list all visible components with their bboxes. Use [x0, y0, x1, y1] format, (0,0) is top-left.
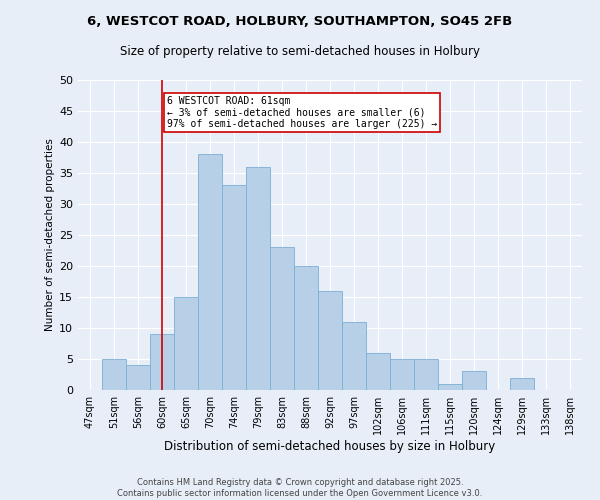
Bar	[270, 248, 294, 390]
Text: 6 WESTCOT ROAD: 61sqm
← 3% of semi-detached houses are smaller (6)
97% of semi-d: 6 WESTCOT ROAD: 61sqm ← 3% of semi-detac…	[167, 96, 437, 128]
Bar	[414, 359, 438, 390]
Y-axis label: Number of semi-detached properties: Number of semi-detached properties	[45, 138, 55, 332]
Bar	[438, 384, 462, 390]
Bar	[150, 334, 174, 390]
Bar	[342, 322, 366, 390]
Bar	[198, 154, 222, 390]
Bar	[510, 378, 534, 390]
Bar	[222, 186, 246, 390]
Bar	[390, 359, 414, 390]
Bar	[366, 353, 390, 390]
Bar	[174, 297, 198, 390]
X-axis label: Distribution of semi-detached houses by size in Holbury: Distribution of semi-detached houses by …	[164, 440, 496, 452]
Bar	[294, 266, 318, 390]
Bar	[126, 365, 150, 390]
Bar	[462, 372, 486, 390]
Bar	[318, 291, 342, 390]
Bar	[102, 359, 126, 390]
Bar	[246, 167, 270, 390]
Text: 6, WESTCOT ROAD, HOLBURY, SOUTHAMPTON, SO45 2FB: 6, WESTCOT ROAD, HOLBURY, SOUTHAMPTON, S…	[88, 15, 512, 28]
Text: Contains HM Land Registry data © Crown copyright and database right 2025.
Contai: Contains HM Land Registry data © Crown c…	[118, 478, 482, 498]
Text: Size of property relative to semi-detached houses in Holbury: Size of property relative to semi-detach…	[120, 45, 480, 58]
